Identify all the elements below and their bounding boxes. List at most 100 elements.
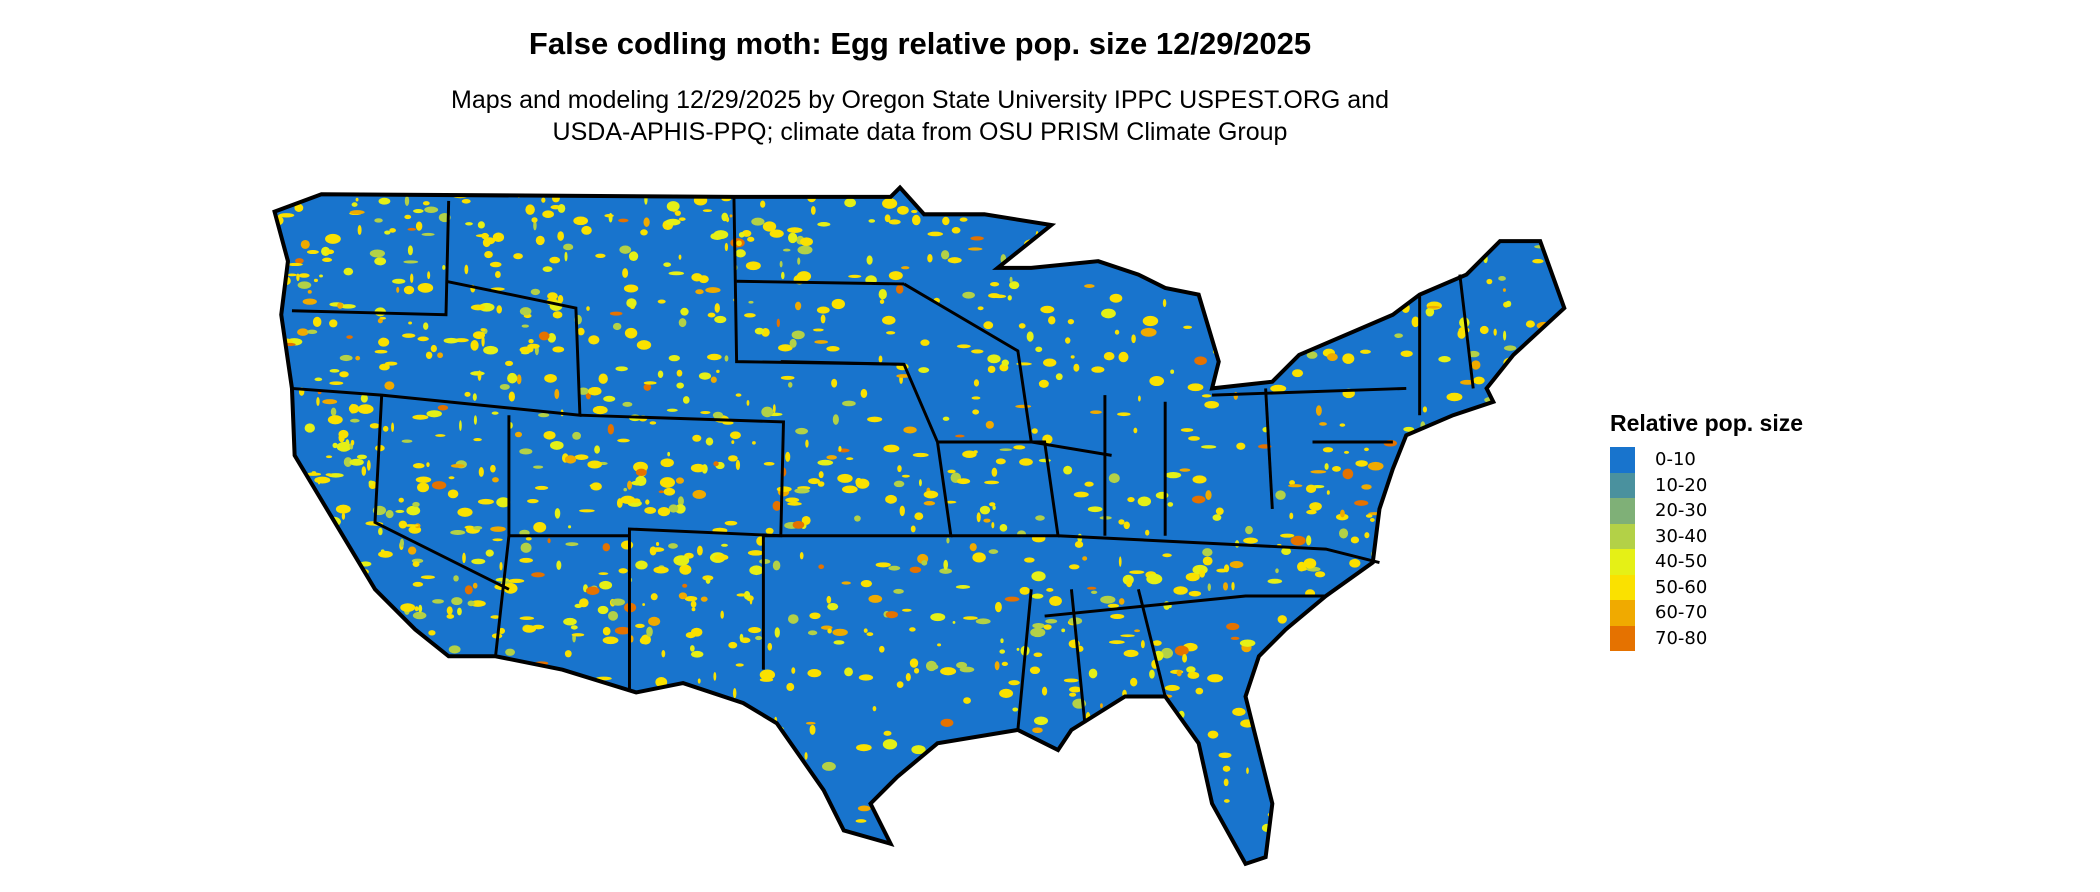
raster-cell: [423, 322, 429, 330]
raster-cell: [1046, 588, 1054, 592]
raster-cell: [615, 187, 622, 194]
raster-cell: [987, 365, 996, 374]
raster-cell: [538, 792, 548, 800]
raster-cell: [1212, 831, 1224, 839]
raster-cell: [682, 799, 688, 804]
raster-cell: [747, 236, 755, 242]
raster-cell: [1552, 320, 1564, 327]
raster-cell: [1114, 329, 1120, 335]
raster-cell: [412, 414, 429, 420]
raster-cell: [677, 810, 692, 819]
raster-cell: [533, 799, 539, 810]
raster-cell: [1450, 766, 1456, 775]
raster-cell: [268, 754, 271, 763]
raster-cell: [1316, 787, 1325, 796]
state-border: [1264, 388, 1274, 510]
raster-cell: [547, 333, 557, 343]
raster-cell: [356, 836, 367, 846]
raster-cell: [1224, 564, 1230, 573]
raster-cell: [419, 681, 426, 688]
raster-cell: [1313, 714, 1317, 722]
raster-cell: [446, 606, 453, 615]
raster-cell: [697, 678, 701, 684]
raster-cell: [430, 344, 437, 353]
raster-cell: [1445, 705, 1449, 710]
raster-cell: [749, 565, 764, 576]
raster-cell: [421, 859, 431, 863]
raster-cell: [559, 795, 570, 805]
raster-cell: [369, 618, 386, 629]
raster-cell: [878, 355, 883, 363]
raster-cell: [277, 549, 287, 558]
subtitle-line-1: Maps and modeling 12/29/2025 by Oregon S…: [451, 86, 1389, 114]
raster-cell: [1503, 330, 1507, 341]
raster-cell: [911, 209, 918, 214]
raster-cell: [930, 613, 946, 622]
raster-cell: [335, 504, 351, 514]
raster-cell: [648, 616, 661, 627]
raster-cell: [469, 187, 477, 193]
raster-cell: [705, 577, 711, 584]
raster-cell: [1007, 785, 1012, 791]
subtitle-line-2: USDA-APHIS-PPQ; climate data from OSU PR…: [552, 118, 1288, 146]
raster-cell: [316, 775, 327, 780]
raster-cell: [1086, 586, 1097, 590]
raster-cell: [817, 459, 834, 466]
raster-cell: [1161, 735, 1168, 742]
raster-cell: [316, 397, 320, 406]
raster-cell: [602, 636, 619, 645]
raster-cell: [642, 779, 649, 787]
raster-cell: [1275, 248, 1281, 253]
raster-cell: [744, 864, 754, 867]
raster-cell: [588, 335, 600, 345]
raster-cell: [688, 837, 704, 848]
raster-cell: [956, 478, 971, 485]
raster-cell: [923, 490, 939, 499]
raster-cell: [993, 187, 1009, 193]
raster-cell: [564, 650, 572, 658]
raster-cell: [503, 583, 518, 594]
raster-cell: [635, 623, 645, 628]
raster-cell: [482, 860, 497, 864]
raster-cell: [1541, 716, 1546, 725]
raster-cell: [956, 661, 968, 669]
raster-cell: [278, 213, 295, 218]
raster-cell: [1132, 225, 1143, 233]
raster-cell: [1383, 307, 1394, 314]
raster-cell: [780, 375, 795, 380]
raster-cell: [1187, 671, 1200, 679]
raster-cell: [1536, 516, 1542, 520]
raster-cell: [321, 617, 325, 623]
raster-cell: [1256, 235, 1272, 245]
raster-cell: [592, 405, 608, 415]
raster-cell: [418, 604, 423, 613]
raster-cell: [1081, 739, 1092, 746]
raster-cell: [564, 455, 577, 464]
raster-cell: [1301, 710, 1306, 716]
raster-cell: [673, 801, 690, 811]
raster-cell: [505, 648, 515, 656]
raster-cell: [470, 304, 486, 311]
raster-cell: [346, 335, 353, 339]
raster-cell: [511, 721, 523, 728]
raster-cell: [1534, 440, 1540, 446]
raster-cell: [691, 273, 703, 282]
raster-cell: [671, 728, 684, 737]
raster-cell: [644, 507, 657, 514]
raster-cell: [1412, 655, 1421, 665]
raster-cell: [848, 274, 862, 279]
raster-cell: [952, 620, 956, 624]
raster-cell: [1195, 203, 1204, 208]
raster-cell: [565, 542, 579, 547]
raster-cell: [1341, 609, 1348, 620]
raster-cell: [520, 779, 525, 785]
raster-cell: [263, 583, 274, 589]
raster-cell: [791, 667, 796, 674]
legend-item: 20-30: [1610, 498, 1803, 524]
raster-cell: [595, 253, 606, 258]
raster-cell: [1069, 686, 1082, 693]
raster-cell: [909, 566, 922, 573]
raster-cell: [389, 825, 398, 835]
raster-cell: [459, 420, 462, 431]
